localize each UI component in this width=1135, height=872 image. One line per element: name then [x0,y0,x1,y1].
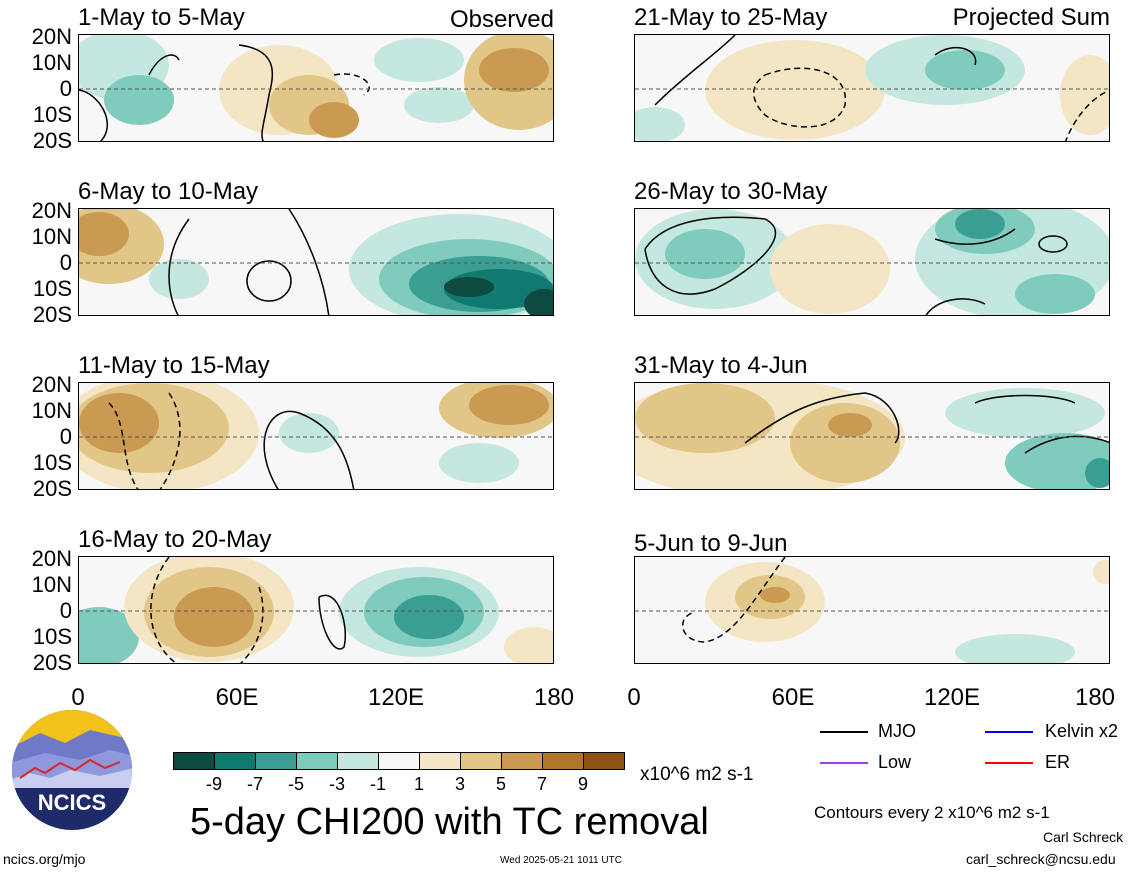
lon-label: 0 [71,684,85,711]
legend-label-low: Low [878,752,912,772]
lat-label: 10N [31,50,72,75]
ncics-logo: NCICS [10,708,134,832]
colorbar-label: -1 [369,774,386,794]
panel-title: 5-Jun to 9-Jun [634,530,788,557]
panel-title: 6-May to 10-May [78,178,259,205]
colorbar-swatch [337,752,379,770]
panel-title: 16-May to 20-May [78,526,272,553]
lon-label: 120E [367,684,425,711]
colorbar-label: -7 [246,774,263,794]
contour-note: Contours every 2 x10^6 m2 s-1 [814,803,1050,822]
colorbar-label: 9 [577,774,588,794]
colorbar-label: 3 [454,774,465,794]
panel-corner-label: Projected Sum [952,4,1110,31]
map-panel-7 [634,382,1110,490]
lat-label: 20S [32,302,72,327]
main-title: 5-day CHI200 with TC removal [190,801,709,843]
lat-label: 20S [32,128,72,153]
legend-label-mjo: MJO [878,721,916,741]
colorbar-label: 1 [413,774,424,794]
lat-label: 20S [32,476,72,501]
lat-label: 20N [31,372,72,397]
legend-line-kelvin [985,731,1033,733]
lon-label: 60E [771,684,815,711]
colorbar-swatch [419,752,461,770]
lon-label: 120E [923,684,981,711]
colorbar-label: -9 [205,774,222,794]
panel-title: 11-May to 15-May [78,352,270,379]
panel-title: 31-May to 4-Jun [634,352,808,379]
lat-label: 20S [32,650,72,675]
map-panel-4 [78,556,554,664]
colorbar-swatch [583,752,625,770]
footer-timestamp: Wed 2025-05-21 1011 UTC [500,855,622,866]
colorbar-swatch [501,752,543,770]
legend-line-er [985,762,1033,764]
lon-label: 180 [533,684,575,711]
lat-label: 0 [59,598,72,623]
map-panel-5 [634,34,1110,142]
colorbar-units: x10^6 m2 s-1 [640,764,754,785]
footer-email[interactable]: carl_schreck@ncsu.edu [966,851,1116,867]
colorbar-label: -3 [328,774,345,794]
map-panel-6 [634,208,1110,316]
colorbar-swatch [173,752,215,770]
lat-label: 10N [31,224,72,249]
colorbar-label: -5 [287,774,304,794]
colorbar-swatch [460,752,502,770]
colorbar-swatch [255,752,297,770]
lat-label: 10S [32,450,72,475]
colorbar-label: 7 [536,774,547,794]
lat-label: 10S [32,276,72,301]
lat-label: 20N [31,198,72,223]
panel-title: 21-May to 25-May [634,4,828,31]
legend-label-er: ER [1045,752,1071,772]
footer-author: Carl Schreck [1043,829,1124,845]
lon-label: 180 [1074,684,1116,711]
lat-label: 10N [31,398,72,423]
map-panel-3 [78,382,554,490]
panel-corner-label: Observed [449,6,554,33]
colorbar-swatch [214,752,256,770]
lat-label: 0 [59,250,72,275]
lat-label: 0 [59,76,72,101]
lon-label: 60E [215,684,259,711]
legend-line-low [820,762,868,764]
colorbar-swatch [378,752,420,770]
footer-url[interactable]: ncics.org/mjo [3,851,86,867]
map-panel-8 [634,556,1110,664]
lat-label: 20N [31,24,72,49]
lat-label: 10S [32,624,72,649]
lat-label: 20N [31,546,72,571]
colorbar-label: 5 [495,774,506,794]
legend-label-kelvin: Kelvin x2 [1045,721,1119,741]
legend-line-mjo [820,731,868,733]
panel-title: 1-May to 5-May [78,4,245,31]
panel-title: 26-May to 30-May [634,178,828,205]
colorbar-swatch [296,752,338,770]
map-panel-1 [78,34,554,142]
colorbar-swatch [542,752,584,770]
lon-label: 0 [627,684,641,711]
lat-label: 0 [59,424,72,449]
map-panel-2 [78,208,554,316]
lat-label: 10N [31,572,72,597]
lat-label: 10S [32,102,72,127]
logo-text: NCICS [38,790,106,815]
